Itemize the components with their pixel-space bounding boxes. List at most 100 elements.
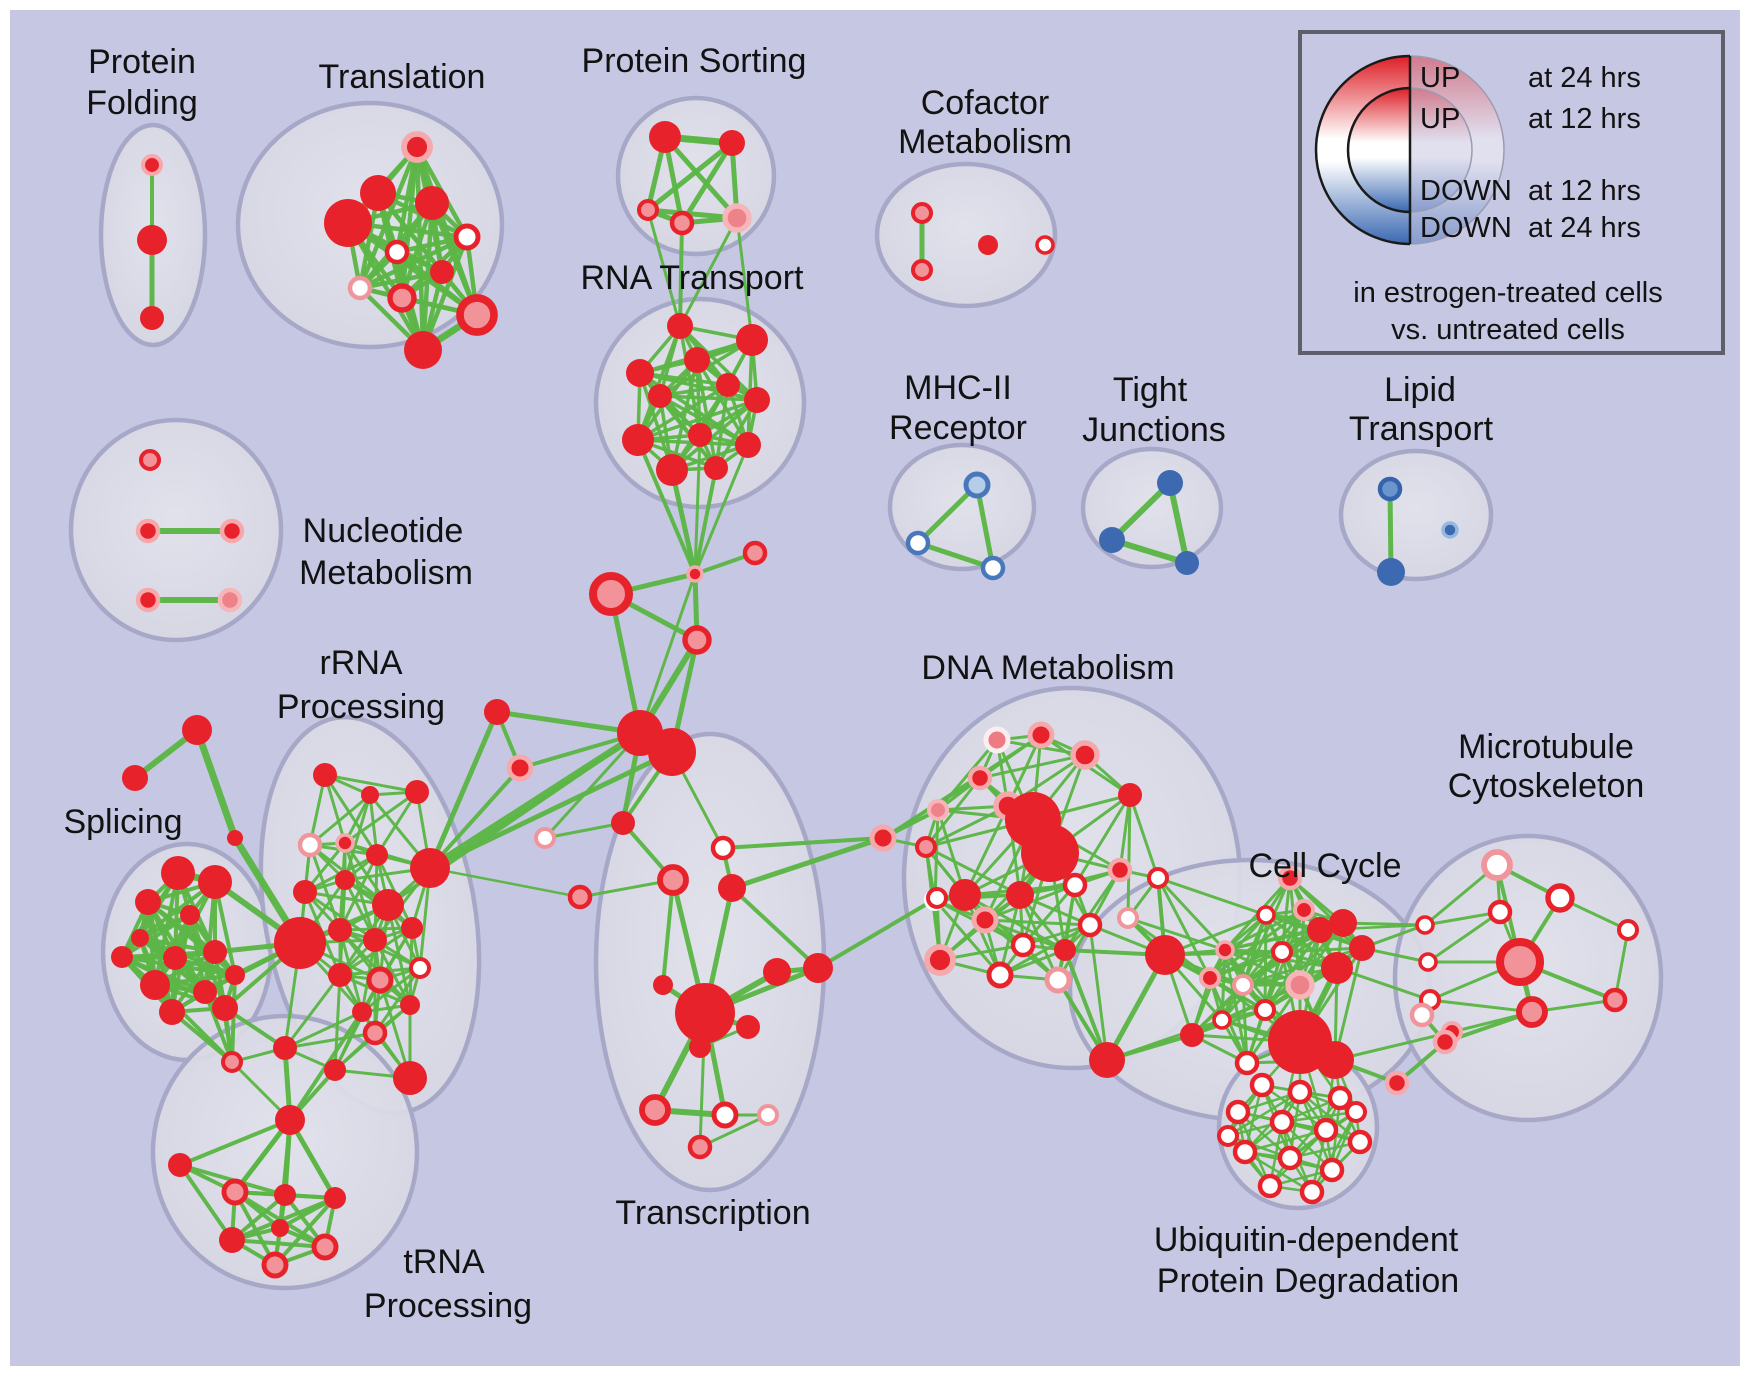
network-node[interactable] — [1062, 872, 1088, 898]
network-node[interactable] — [986, 961, 1014, 989]
network-node[interactable] — [161, 856, 195, 890]
network-node[interactable] — [324, 1059, 346, 1081]
network-node[interactable] — [362, 1020, 388, 1046]
network-node[interactable] — [163, 946, 187, 970]
network-node[interactable] — [1225, 1099, 1251, 1125]
network-node[interactable] — [1270, 940, 1294, 964]
network-node[interactable] — [1249, 1072, 1275, 1098]
network-node[interactable] — [453, 223, 481, 251]
network-node[interactable] — [311, 1233, 339, 1261]
network-node[interactable] — [274, 917, 326, 969]
network-node[interactable] — [324, 199, 372, 247]
network-node[interactable] — [1481, 849, 1513, 881]
network-node[interactable] — [735, 432, 761, 458]
network-node[interactable] — [360, 175, 396, 211]
network-node[interactable] — [1268, 1010, 1332, 1074]
network-node[interactable] — [352, 1002, 372, 1022]
network-node[interactable] — [1044, 966, 1072, 994]
network-node[interactable] — [135, 518, 161, 544]
network-node[interactable] — [905, 530, 931, 556]
network-node[interactable] — [611, 811, 635, 835]
network-node[interactable] — [335, 833, 355, 853]
network-node[interactable] — [1027, 721, 1055, 749]
network-node[interactable] — [1409, 1002, 1435, 1028]
network-node[interactable] — [135, 587, 161, 613]
network-node[interactable] — [506, 754, 534, 782]
network-node[interactable] — [687, 1134, 713, 1160]
network-node[interactable] — [138, 448, 162, 472]
network-node[interactable] — [140, 153, 164, 177]
network-node[interactable] — [275, 1105, 305, 1135]
network-node[interactable] — [203, 940, 227, 964]
network-node[interactable] — [159, 999, 185, 1025]
network-node[interactable] — [718, 874, 746, 902]
network-node[interactable] — [803, 953, 833, 983]
network-node[interactable] — [1307, 917, 1333, 943]
network-node[interactable] — [328, 918, 352, 942]
network-node[interactable] — [293, 880, 317, 904]
network-node[interactable] — [335, 870, 355, 890]
network-node[interactable] — [1269, 1109, 1295, 1135]
network-node[interactable] — [401, 917, 423, 939]
network-node[interactable] — [1384, 1070, 1410, 1096]
network-node[interactable] — [1602, 987, 1628, 1013]
network-node[interactable] — [1116, 906, 1140, 930]
network-node[interactable] — [1377, 476, 1403, 502]
network-node[interactable] — [1070, 740, 1100, 770]
network-node[interactable] — [1010, 932, 1036, 958]
network-node[interactable] — [220, 1050, 244, 1074]
network-node[interactable] — [1107, 857, 1133, 883]
network-node[interactable] — [1035, 235, 1055, 255]
network-node[interactable] — [1545, 883, 1575, 913]
network-node[interactable] — [533, 826, 557, 850]
network-node[interactable] — [1516, 996, 1548, 1028]
network-node[interactable] — [1292, 898, 1316, 922]
network-node[interactable] — [140, 970, 170, 1000]
network-node[interactable] — [763, 958, 791, 986]
network-node[interactable] — [274, 1184, 296, 1206]
network-node[interactable] — [716, 373, 740, 397]
network-node[interactable] — [261, 1251, 289, 1279]
network-node[interactable] — [347, 275, 373, 301]
network-node[interactable] — [711, 1101, 739, 1129]
network-node[interactable] — [1496, 938, 1544, 986]
network-node[interactable] — [366, 844, 388, 866]
network-node[interactable] — [1099, 527, 1125, 553]
network-node[interactable] — [626, 359, 654, 387]
network-node[interactable] — [1285, 970, 1315, 1000]
network-node[interactable] — [221, 1178, 249, 1206]
network-node[interactable] — [140, 306, 164, 330]
network-node[interactable] — [971, 906, 999, 934]
network-node[interactable] — [400, 995, 420, 1015]
network-node[interactable] — [404, 331, 442, 369]
network-node[interactable] — [1198, 966, 1222, 990]
network-node[interactable] — [869, 824, 897, 852]
network-node[interactable] — [736, 1015, 760, 1039]
network-node[interactable] — [756, 1103, 780, 1127]
network-node[interactable] — [648, 384, 672, 408]
network-node[interactable] — [1415, 915, 1435, 935]
network-node[interactable] — [1347, 1129, 1373, 1155]
network-node[interactable] — [1253, 998, 1277, 1022]
network-node[interactable] — [963, 471, 991, 499]
network-node[interactable] — [219, 1227, 245, 1253]
network-node[interactable] — [193, 980, 217, 1004]
network-node[interactable] — [137, 225, 167, 255]
network-node[interactable] — [983, 726, 1011, 754]
network-node[interactable] — [122, 765, 148, 791]
network-node[interactable] — [682, 625, 712, 655]
network-node[interactable] — [273, 1036, 297, 1060]
network-node[interactable] — [1145, 935, 1185, 975]
network-node[interactable] — [168, 1153, 192, 1177]
network-node[interactable] — [1006, 881, 1034, 909]
network-node[interactable] — [1316, 1041, 1354, 1079]
network-node[interactable] — [1257, 1173, 1283, 1199]
network-node[interactable] — [688, 423, 712, 447]
network-node[interactable] — [667, 313, 693, 339]
network-node[interactable] — [1377, 558, 1405, 586]
network-node[interactable] — [456, 294, 498, 336]
network-node[interactable] — [967, 765, 993, 791]
network-node[interactable] — [408, 956, 432, 980]
network-node[interactable] — [1021, 824, 1079, 882]
network-node[interactable] — [1180, 1023, 1204, 1047]
